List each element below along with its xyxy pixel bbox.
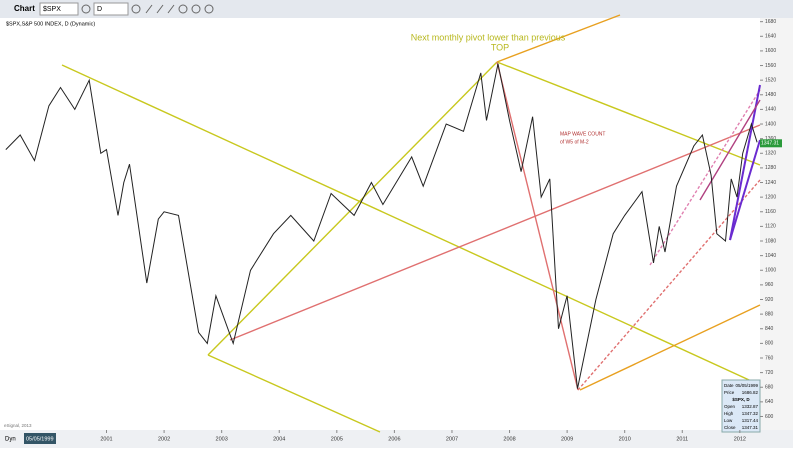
info-cell: 1347.32	[742, 411, 759, 416]
y-tick-label: 840	[765, 326, 774, 332]
annotation: MAP WAVE COUNT	[560, 131, 605, 137]
y-tick-label: 1680	[765, 19, 776, 25]
price-line	[5, 63, 758, 389]
annotation: Next monthly pivot lower than previous	[411, 32, 566, 42]
x-tick-label: 2010	[619, 436, 631, 442]
info-cell: 1317.44	[742, 418, 759, 423]
x-tick-label: 2007	[446, 436, 458, 442]
info-cell: Low	[724, 418, 733, 423]
x-tick-label: 2008	[503, 436, 515, 442]
y-tick-label: 1120	[765, 224, 776, 230]
time-axis	[0, 430, 793, 448]
window-title: Chart	[14, 4, 35, 13]
info-cell: High	[724, 411, 734, 416]
y-tick-label: 1160	[765, 209, 776, 215]
y-tick-label: 760	[765, 355, 774, 361]
info-cell: 1347.31	[742, 425, 759, 430]
mode[interactable]: Dyn	[5, 437, 16, 443]
y-tick-label: 1440	[765, 107, 776, 113]
toolbar-icons[interactable]	[81, 4, 214, 14]
date: 05/05/1999	[26, 436, 54, 442]
info-cell: 1686.82	[742, 390, 759, 395]
y-tick-label: 920	[765, 297, 774, 303]
y-tick-label: 1280	[765, 165, 776, 171]
last-price-label: 1347.31	[761, 141, 779, 147]
y-tick-label: 1080	[765, 238, 776, 244]
info-cell: Open	[724, 404, 736, 409]
y-tick-label: 1200	[765, 194, 776, 200]
y-tick-label: 1600	[765, 48, 776, 54]
x-tick-label: 2003	[216, 436, 228, 442]
info-cell: Date	[724, 383, 734, 388]
annotation: of W5 of M-2	[560, 139, 589, 145]
x-tick-label: 2006	[388, 436, 400, 442]
x-tick-label: 2011	[676, 436, 688, 442]
y-tick-label: 880	[765, 311, 774, 317]
y-tick-label: 720	[765, 370, 774, 376]
chart-title: $SPX,S&P 500 INDEX, D (Dynamic)	[6, 21, 95, 27]
y-tick-label: 1320	[765, 151, 776, 157]
info-cell: 05/05/1999	[735, 383, 758, 388]
y-tick-label: 1000	[765, 268, 776, 274]
annotation: TOP	[491, 42, 509, 52]
info-cell: 1332.87	[742, 404, 759, 409]
x-tick-label: 2004	[273, 436, 285, 442]
info-cell: Price	[724, 390, 735, 395]
y-tick-label: 1360	[765, 136, 776, 142]
x-tick-label: 2002	[158, 436, 170, 442]
last-price-tag	[760, 139, 782, 148]
x-tick-label: 2001	[100, 436, 112, 442]
symbol[interactable]: $SPX	[43, 6, 61, 13]
info-cell: $SPX, D	[732, 397, 750, 402]
interval-box[interactable]	[93, 2, 129, 16]
trendlines	[61, 14, 761, 433]
toolbar	[0, 0, 793, 18]
y-tick-label: 1240	[765, 180, 776, 186]
y-tick-label: 1040	[765, 253, 776, 259]
y-tick-label: 800	[765, 341, 774, 347]
price-axis	[760, 18, 793, 430]
x-tick-label: 2012	[734, 436, 746, 442]
info-cell: Close	[724, 425, 736, 430]
y-tick-label: 600	[765, 414, 774, 420]
x-tick-label: 2005	[331, 436, 343, 442]
interval[interactable]: D	[97, 6, 102, 13]
y-tick-label: 640	[765, 399, 774, 405]
y-tick-label: 1520	[765, 77, 776, 83]
y-tick-label: 1480	[765, 92, 776, 98]
date-box	[24, 433, 56, 444]
y-tick-label: 1640	[765, 34, 776, 40]
x-tick-label: 2009	[561, 436, 573, 442]
credit: eSignal, 2013	[4, 423, 32, 428]
y-tick-label: 960	[765, 282, 774, 288]
symbol-box[interactable]	[39, 2, 79, 16]
y-tick-label: 680	[765, 385, 774, 391]
y-tick-label: 1560	[765, 63, 776, 69]
y-tick-label: 1400	[765, 121, 776, 127]
